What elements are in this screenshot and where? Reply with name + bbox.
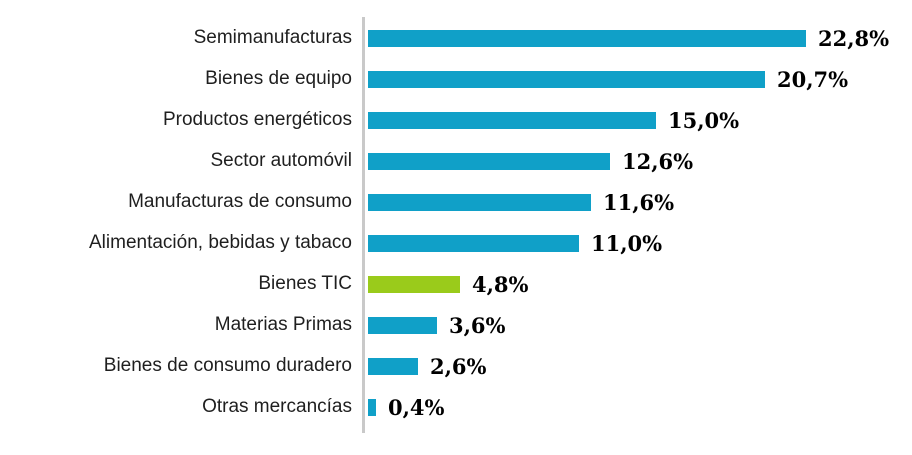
bar-track: 12,6%: [352, 149, 912, 174]
chart-rows: Semimanufacturas 22,8% Bienes de equipo 20,…: [0, 18, 912, 428]
value-label: 12,6%: [622, 149, 694, 174]
chart-row: Manufacturas de consumo 11,6%: [0, 182, 912, 223]
chart-row: Bienes de consumo duradero 2,6%: [0, 346, 912, 387]
bar: [368, 71, 765, 88]
bar-track: 4,8%: [352, 272, 912, 297]
bar-track: 11,0%: [352, 231, 912, 256]
bar: [368, 30, 806, 47]
chart-row: Materias Primas 3,6%: [0, 305, 912, 346]
chart-row: Sector automóvil 12,6%: [0, 141, 912, 182]
bar: [368, 399, 376, 416]
category-label: Productos energéticos: [162, 109, 352, 131]
chart-row: Bienes TIC 4,8%: [0, 264, 912, 305]
bar: [368, 153, 610, 170]
bar-track: 2,6%: [352, 354, 912, 379]
category-label: Manufacturas de consumo: [128, 191, 352, 213]
chart-row: Bienes de equipo 20,7%: [0, 59, 912, 100]
category-label: Semimanufacturas: [193, 27, 352, 49]
bar: [368, 358, 418, 375]
bar: [368, 194, 591, 211]
chart-row: Productos energéticos 15,0%: [0, 100, 912, 141]
chart-row: Otras mercancías 0,4%: [0, 387, 912, 428]
category-label: Bienes TIC: [258, 273, 352, 295]
category-label: Materias Primas: [214, 314, 352, 336]
bar-track: 22,8%: [352, 26, 912, 51]
value-label: 20,7%: [777, 67, 849, 92]
chart-row: Alimentación, bebidas y tabaco 11,0%: [0, 223, 912, 264]
bar-track: 3,6%: [352, 313, 912, 338]
value-label: 22,8%: [818, 26, 890, 51]
bar-track: 11,6%: [352, 190, 912, 215]
bar-track: 15,0%: [352, 108, 912, 133]
chart-row: Semimanufacturas 22,8%: [0, 18, 912, 59]
category-label: Alimentación, bebidas y tabaco: [89, 232, 352, 254]
category-label: Sector automóvil: [210, 150, 352, 172]
category-label: Otras mercancías: [202, 396, 352, 418]
category-label: Bienes de equipo: [205, 68, 352, 90]
value-label: 4,8%: [472, 272, 529, 297]
bar: [368, 276, 460, 293]
bar-track: 0,4%: [352, 395, 912, 420]
y-axis-line: [362, 17, 365, 433]
bar: [368, 317, 437, 334]
bar-track: 20,7%: [352, 67, 912, 92]
category-label: Bienes de consumo duradero: [103, 355, 352, 377]
bar: [368, 112, 656, 129]
value-label: 11,0%: [591, 231, 663, 256]
value-label: 2,6%: [430, 354, 487, 379]
value-label: 11,6%: [603, 190, 675, 215]
value-label: 0,4%: [388, 395, 445, 420]
value-label: 15,0%: [668, 108, 740, 133]
value-label: 3,6%: [449, 313, 506, 338]
bar: [368, 235, 579, 252]
